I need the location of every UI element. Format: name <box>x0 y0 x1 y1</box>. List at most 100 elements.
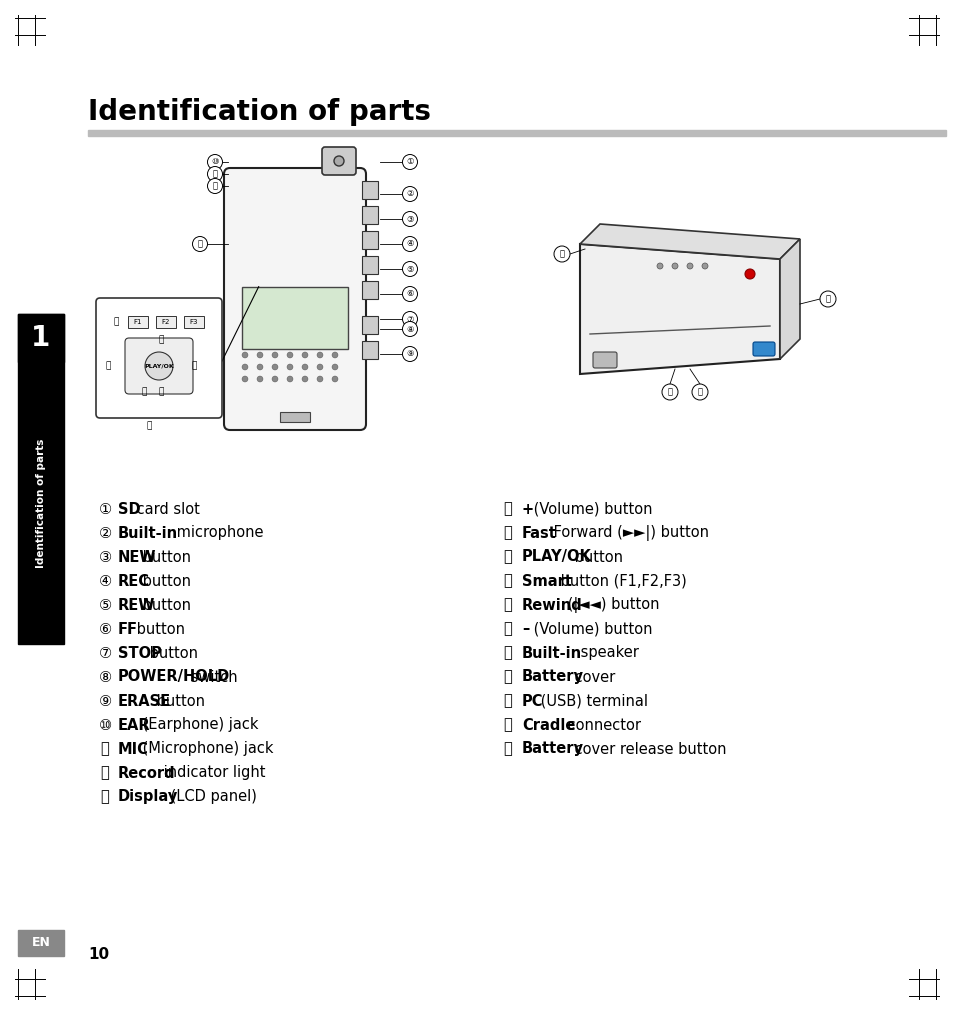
Circle shape <box>193 236 208 251</box>
Text: ⑳: ⑳ <box>503 646 512 660</box>
Text: PC: PC <box>521 694 543 709</box>
Bar <box>361 182 377 199</box>
Text: PLAY/OK: PLAY/OK <box>521 550 591 565</box>
Circle shape <box>701 263 707 269</box>
Text: cover: cover <box>569 669 614 684</box>
Text: F3: F3 <box>190 319 198 325</box>
Circle shape <box>402 212 417 226</box>
Text: button: button <box>152 694 205 709</box>
Text: ①: ① <box>406 157 414 166</box>
Text: ⑭: ⑭ <box>158 336 164 345</box>
Text: ⑦: ⑦ <box>406 314 414 323</box>
Text: ⑨: ⑨ <box>98 694 112 709</box>
Text: ㉓: ㉓ <box>503 718 512 732</box>
Text: Battery: Battery <box>521 741 583 756</box>
Text: ⑲: ⑲ <box>141 387 147 396</box>
Bar <box>128 316 148 328</box>
Text: PLAY/OK: PLAY/OK <box>144 363 173 368</box>
Text: ㉓: ㉓ <box>697 387 701 396</box>
Text: Display: Display <box>118 790 178 804</box>
Text: ㉒: ㉒ <box>503 694 512 709</box>
Circle shape <box>287 352 293 358</box>
Text: ⑫: ⑫ <box>213 182 217 191</box>
Circle shape <box>671 263 678 269</box>
Text: (Microphone) jack: (Microphone) jack <box>138 741 274 756</box>
Text: FF: FF <box>118 622 138 637</box>
Text: Identification of parts: Identification of parts <box>36 438 46 568</box>
Bar <box>361 206 377 224</box>
Text: ⑰: ⑰ <box>113 317 118 327</box>
Text: Cradle: Cradle <box>521 718 575 732</box>
Circle shape <box>402 262 417 277</box>
Bar <box>156 316 175 328</box>
Circle shape <box>256 364 263 370</box>
Text: button: button <box>132 622 185 637</box>
Text: Identification of parts: Identification of parts <box>88 98 431 126</box>
Circle shape <box>208 154 222 169</box>
Text: ㉔: ㉔ <box>558 249 564 259</box>
Text: ⑱: ⑱ <box>105 362 111 370</box>
Text: Forward (►►|) button: Forward (►►|) button <box>549 525 708 541</box>
FancyBboxPatch shape <box>593 352 617 368</box>
Circle shape <box>208 166 222 182</box>
Circle shape <box>691 384 707 400</box>
Text: ⑫: ⑫ <box>100 766 110 781</box>
Text: ERASE: ERASE <box>118 694 171 709</box>
Text: ⑪: ⑪ <box>100 741 110 756</box>
Circle shape <box>402 321 417 337</box>
Text: +: + <box>521 502 534 516</box>
Text: ③: ③ <box>406 215 414 223</box>
Circle shape <box>661 384 678 400</box>
Text: speaker: speaker <box>576 646 639 660</box>
Text: indicator light: indicator light <box>158 766 265 781</box>
Circle shape <box>272 376 277 382</box>
Circle shape <box>554 246 569 262</box>
Text: F1: F1 <box>133 319 142 325</box>
Text: Built-in: Built-in <box>118 525 178 540</box>
Circle shape <box>402 287 417 301</box>
Circle shape <box>402 311 417 327</box>
Circle shape <box>820 291 835 307</box>
Circle shape <box>402 154 417 169</box>
Circle shape <box>287 364 293 370</box>
Circle shape <box>316 364 323 370</box>
Bar <box>18 314 64 644</box>
Bar <box>88 130 945 136</box>
Polygon shape <box>780 239 800 359</box>
Circle shape <box>256 352 263 358</box>
Text: ④: ④ <box>406 239 414 248</box>
Text: switch: switch <box>186 669 237 684</box>
Circle shape <box>402 236 417 251</box>
Text: Built-in: Built-in <box>521 646 581 660</box>
Text: ⑩: ⑩ <box>211 157 218 166</box>
Text: ⑥: ⑥ <box>98 622 112 637</box>
Bar <box>184 316 204 328</box>
Text: ⑰: ⑰ <box>503 574 512 588</box>
Bar <box>361 316 377 334</box>
Text: ⑥: ⑥ <box>406 290 414 298</box>
Text: Fast: Fast <box>521 525 557 540</box>
Text: card slot: card slot <box>132 502 199 516</box>
Circle shape <box>287 376 293 382</box>
Text: connector: connector <box>562 718 640 732</box>
Circle shape <box>208 178 222 194</box>
Bar <box>361 231 377 249</box>
Text: Battery: Battery <box>521 669 583 684</box>
Bar <box>18 930 64 956</box>
FancyBboxPatch shape <box>322 147 355 175</box>
Polygon shape <box>579 224 800 259</box>
Circle shape <box>657 263 662 269</box>
Circle shape <box>334 156 344 166</box>
Text: ②: ② <box>406 190 414 199</box>
Text: (USB) terminal: (USB) terminal <box>535 694 647 709</box>
Text: (Volume) button: (Volume) button <box>528 622 652 637</box>
Text: EN: EN <box>31 937 51 949</box>
Text: button: button <box>138 550 192 565</box>
Circle shape <box>145 352 172 380</box>
Polygon shape <box>579 244 780 374</box>
Text: 1: 1 <box>31 324 51 352</box>
Text: ㉑: ㉑ <box>824 294 830 303</box>
Text: ⑳: ⑳ <box>146 422 152 431</box>
FancyBboxPatch shape <box>224 168 366 430</box>
Text: –: – <box>521 622 529 637</box>
